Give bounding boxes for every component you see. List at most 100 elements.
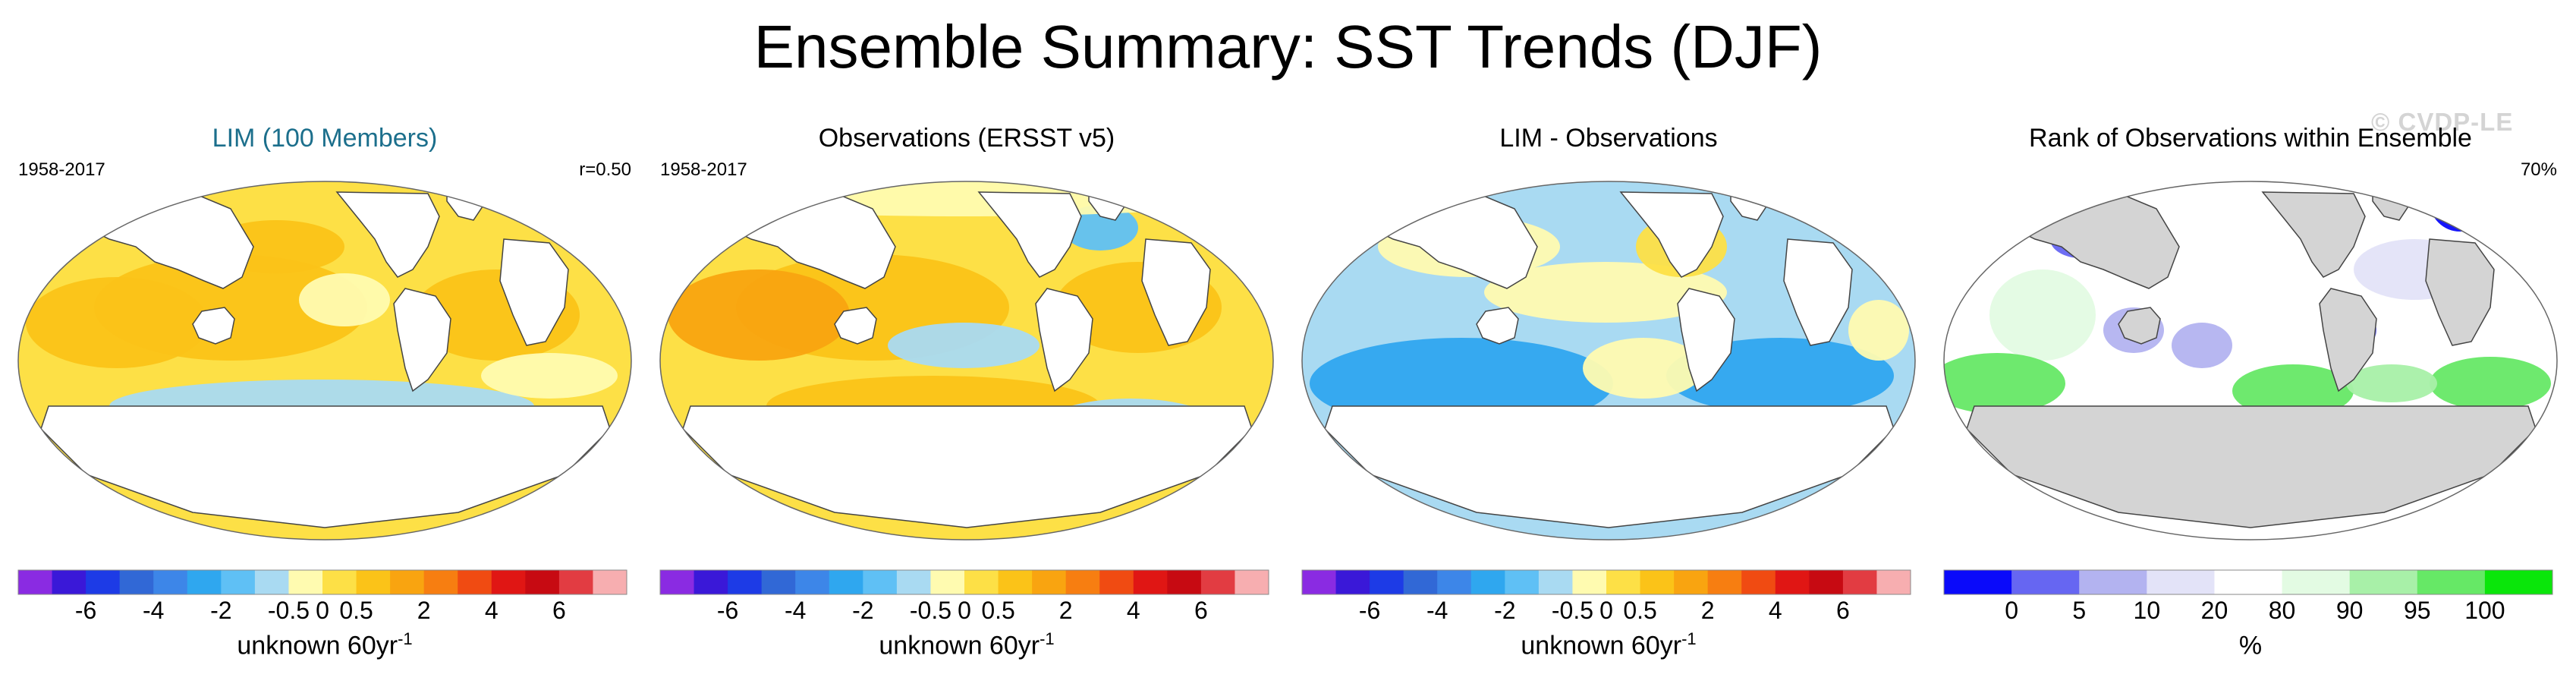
colorbar-swatch bbox=[1235, 570, 1269, 594]
colorbar-swatch bbox=[119, 570, 154, 594]
field-blob bbox=[2430, 357, 2551, 410]
land-europe bbox=[1810, 197, 1884, 236]
colorbar-swatch bbox=[1099, 570, 1134, 594]
field-blob bbox=[1583, 338, 1704, 399]
colorbar-tick-label: 4 bbox=[485, 597, 499, 624]
period-label: 1958-2017 bbox=[660, 159, 747, 180]
colorbar-frame bbox=[659, 569, 1269, 595]
colorbar-swatch bbox=[1640, 570, 1675, 594]
correlation-label: r=0.50 bbox=[579, 159, 631, 180]
colorbar-swatch bbox=[1065, 570, 1100, 594]
colorbar-swatch bbox=[930, 570, 965, 594]
colorbar-swatch bbox=[1505, 570, 1540, 594]
colorbar-swatch bbox=[2011, 570, 2080, 594]
colorbar-rank: 0 5 10 20 80 90 95 100 bbox=[1943, 569, 2553, 624]
colorbar-unit: % bbox=[2238, 631, 2263, 660]
land-americaN bbox=[977, 191, 1082, 278]
field-blob bbox=[1484, 262, 1727, 323]
colorbar-swatch bbox=[1842, 570, 1877, 594]
map-lim bbox=[17, 181, 632, 540]
colorbar-lim: -6 -4 -2 -0.5 0 0.5 2 4 6 bbox=[17, 569, 627, 624]
colorbar-swatch bbox=[1133, 570, 1168, 594]
panel-observations: Observations (ERSST v5) 1958-2017 -6 -4 -2… bbox=[645, 114, 1288, 687]
land-australia bbox=[192, 307, 235, 345]
colorbar-swatch bbox=[491, 570, 526, 594]
panel-title: LIM (100 Members) bbox=[212, 124, 438, 153]
colorbar-swatch bbox=[1876, 570, 1911, 594]
colorbar-swatch bbox=[1606, 570, 1641, 594]
colorbar-tick-label: -4 bbox=[785, 597, 806, 624]
field-blob bbox=[2172, 323, 2232, 368]
colorbar-tick-label: 0 bbox=[958, 597, 971, 624]
colorbar-tick-label: 5 bbox=[2072, 597, 2086, 624]
land-europe bbox=[526, 197, 600, 236]
colorbar-tick-label: 10 bbox=[2134, 597, 2161, 624]
colorbar-tick-label: -6 bbox=[75, 597, 96, 624]
land-americaN bbox=[335, 191, 440, 278]
panel-title: Observations (ERSST v5) bbox=[818, 124, 1115, 153]
colorbar-swatch bbox=[2147, 570, 2215, 594]
colorbar-swatch bbox=[2079, 570, 2147, 594]
field-blob bbox=[2346, 364, 2437, 402]
colorbar-swatch bbox=[1032, 570, 1067, 594]
field-blob bbox=[668, 269, 850, 361]
colorbar-swatch bbox=[998, 570, 1033, 594]
colorbar-tick-label: 6 bbox=[1194, 597, 1208, 624]
land-europe bbox=[2452, 197, 2526, 236]
colorbar-swatch bbox=[2417, 570, 2486, 594]
field-blob bbox=[299, 273, 390, 326]
colorbar-tick-label: -2 bbox=[1494, 597, 1515, 624]
colorbar-swatch bbox=[1775, 570, 1810, 594]
colorbar-tick-label: 0 bbox=[2005, 597, 2018, 624]
colorbar-tick-label: 80 bbox=[2269, 597, 2296, 624]
colorbar-tick-label: 90 bbox=[2336, 597, 2364, 624]
watermark: © CVDP-LE bbox=[2371, 108, 2514, 136]
colorbar-swatch bbox=[1538, 570, 1573, 594]
panel-title: Rank of Observations within Ensemble bbox=[2029, 124, 2472, 153]
map-difference bbox=[1301, 181, 1916, 540]
colorbar-tick-label: 0 bbox=[316, 597, 329, 624]
colorbar-tick-label: 6 bbox=[1836, 597, 1850, 624]
colorbar-unit: unknown 60yr-1 bbox=[237, 629, 413, 660]
colorbar-swatch bbox=[1403, 570, 1438, 594]
colorbar-swatch bbox=[728, 570, 763, 594]
colorbar-swatch bbox=[1167, 570, 1202, 594]
land-americaS bbox=[1677, 288, 1735, 392]
colorbar-swatch bbox=[1335, 570, 1370, 594]
colorbar-swatch bbox=[18, 570, 53, 594]
land-australia bbox=[834, 307, 877, 345]
land-americaS bbox=[1035, 288, 1093, 392]
colorbar-tick-label: 95 bbox=[2404, 597, 2431, 624]
field-blob bbox=[2232, 364, 2354, 418]
colorbar-tick-label: -6 bbox=[717, 597, 738, 624]
globe-outline bbox=[1301, 181, 1916, 540]
field-blob bbox=[1848, 300, 1909, 361]
colorbar-swatch bbox=[86, 570, 121, 594]
globe-outline bbox=[17, 181, 632, 540]
colorbar-tick-label: -0.5 bbox=[268, 597, 310, 624]
colorbar-tick-label: 2 bbox=[1701, 597, 1715, 624]
globe-outline bbox=[659, 181, 1274, 540]
colorbar-swatch bbox=[1470, 570, 1505, 594]
colorbar-tick-label: 4 bbox=[1127, 597, 1140, 624]
land-europe bbox=[1168, 197, 1242, 236]
colorbar-swatch bbox=[863, 570, 898, 594]
colorbar-swatch bbox=[1944, 570, 2012, 594]
colorbar-swatch bbox=[356, 570, 391, 594]
colorbar-swatch bbox=[694, 570, 728, 594]
field-blob bbox=[2430, 181, 2490, 232]
colorbar-swatch bbox=[795, 570, 830, 594]
panel-title: LIM - Observations bbox=[1499, 124, 1718, 153]
field-blob bbox=[26, 277, 208, 368]
land-americaN bbox=[2261, 191, 2366, 278]
colorbar-swatch bbox=[660, 570, 695, 594]
colorbar-tick-label: -4 bbox=[1426, 597, 1448, 624]
colorbar-frame bbox=[1301, 569, 1911, 595]
colorbar-swatch bbox=[2214, 570, 2283, 594]
panel-lim: LIM (100 Members) 1958-2017 r=0.50 -6 -4-… bbox=[3, 114, 646, 687]
figure-title: Ensemble Summary: SST Trends (DJF) bbox=[753, 13, 1823, 80]
land-africa bbox=[499, 238, 569, 346]
colorbar-swatch bbox=[187, 570, 222, 594]
colorbar-swatch bbox=[964, 570, 999, 594]
land-antarctica bbox=[1966, 405, 2537, 528]
